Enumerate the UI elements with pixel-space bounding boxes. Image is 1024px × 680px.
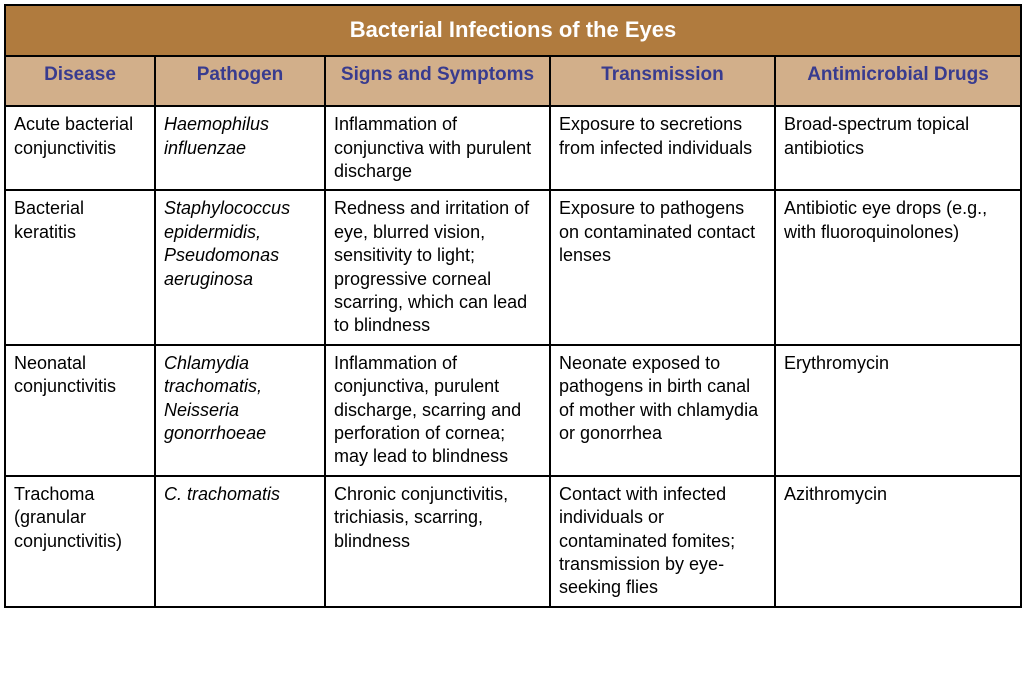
table-row: Trachoma (granular conjunctivitis)C. tra…: [5, 476, 1021, 607]
cell-disease: Bacterial keratitis: [5, 190, 155, 344]
col-transmission: Transmission: [550, 56, 775, 107]
cell-drugs: Antibiotic eye drops (e.g., with fluoroq…: [775, 190, 1021, 344]
infections-table: Bacterial Infections of the Eyes Disease…: [4, 4, 1022, 608]
table-title-row: Bacterial Infections of the Eyes: [5, 5, 1021, 56]
col-drugs: Antimicrobial Drugs: [775, 56, 1021, 107]
cell-pathogen: Haemophilus influenzae: [155, 106, 325, 190]
col-symptoms: Signs and Symptoms: [325, 56, 550, 107]
cell-transmission: Exposure to pathogens on contaminated co…: [550, 190, 775, 344]
table-header-row: Disease Pathogen Signs and Symptoms Tran…: [5, 56, 1021, 107]
cell-transmission: Neonate exposed to pathogens in birth ca…: [550, 345, 775, 476]
cell-disease: Acute bacterial conjunctivitis: [5, 106, 155, 190]
cell-pathogen: Chlamydia trachomatis, Neisseria gonorrh…: [155, 345, 325, 476]
table-row: Acute bacterial conjunctivitisHaemophilu…: [5, 106, 1021, 190]
cell-symptoms: Chronic conjunctivitis, trichiasis, scar…: [325, 476, 550, 607]
cell-transmission: Exposure to secretions from infected ind…: [550, 106, 775, 190]
cell-symptoms: Inflammation of conjunctiva, purulent di…: [325, 345, 550, 476]
cell-transmission: Contact with infected individuals or con…: [550, 476, 775, 607]
col-pathogen: Pathogen: [155, 56, 325, 107]
cell-symptoms: Redness and irritation of eye, blurred v…: [325, 190, 550, 344]
cell-drugs: Azithromycin: [775, 476, 1021, 607]
cell-drugs: Broad-spectrum topical antibiotics: [775, 106, 1021, 190]
cell-pathogen: Staphylococcus epidermidis, Pseudomonas …: [155, 190, 325, 344]
cell-pathogen: C. trachomatis: [155, 476, 325, 607]
cell-symptoms: Inflammation of conjunctiva with purulen…: [325, 106, 550, 190]
col-disease: Disease: [5, 56, 155, 107]
cell-disease: Neonatal conjunctivitis: [5, 345, 155, 476]
table-row: Bacterial keratitisStaphylococcus epider…: [5, 190, 1021, 344]
cell-disease: Trachoma (granular conjunctivitis): [5, 476, 155, 607]
table-title: Bacterial Infections of the Eyes: [5, 5, 1021, 56]
table-row: Neonatal conjunctivitisChlamydia trachom…: [5, 345, 1021, 476]
cell-drugs: Erythromycin: [775, 345, 1021, 476]
